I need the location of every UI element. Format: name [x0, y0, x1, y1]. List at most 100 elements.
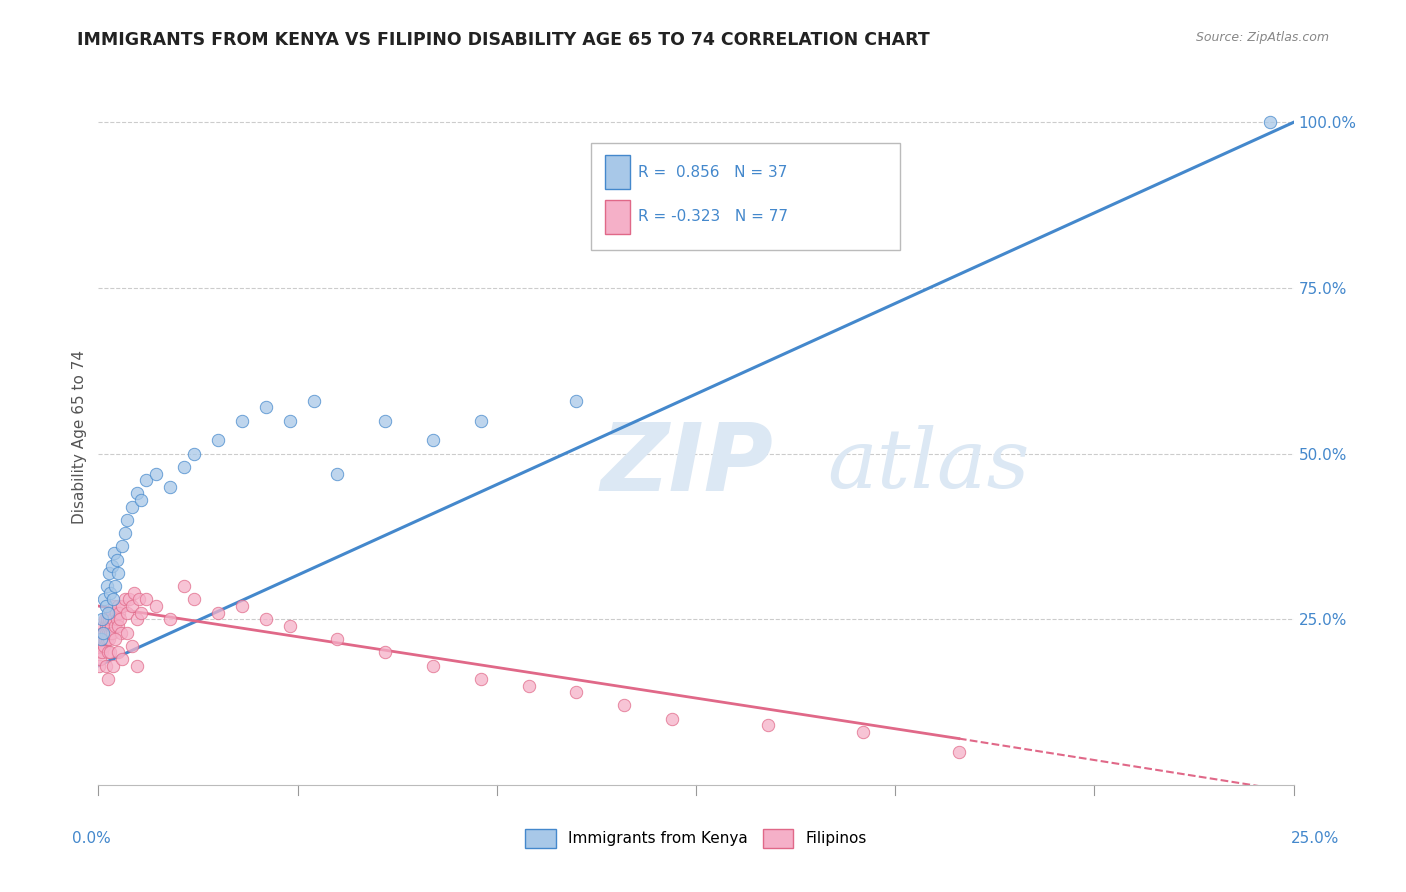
- Text: R = -0.323   N = 77: R = -0.323 N = 77: [638, 210, 789, 224]
- Point: [90, 632, 112, 647]
- Point: [145, 467, 167, 481]
- Point: [111, 652, 134, 666]
- Point: [422, 434, 444, 448]
- Point: [91, 625, 114, 640]
- Point: [852, 725, 875, 739]
- Point: [105, 552, 128, 566]
- Point: [97, 566, 120, 580]
- Point: [110, 612, 132, 626]
- Point: [101, 592, 124, 607]
- Point: [97, 625, 120, 640]
- Point: [173, 579, 195, 593]
- Point: [111, 540, 134, 554]
- Point: [254, 612, 277, 626]
- Point: [91, 645, 114, 659]
- Point: [96, 579, 118, 593]
- Point: [661, 712, 683, 726]
- Point: [90, 639, 112, 653]
- Point: [278, 619, 301, 633]
- Point: [183, 447, 205, 461]
- Text: ZIP: ZIP: [600, 419, 773, 511]
- Point: [115, 513, 138, 527]
- Point: [183, 592, 205, 607]
- Point: [374, 645, 396, 659]
- Point: [94, 619, 117, 633]
- Point: [107, 645, 129, 659]
- Point: [96, 645, 118, 659]
- Point: [121, 639, 143, 653]
- Point: [108, 606, 131, 620]
- Point: [103, 599, 125, 613]
- Point: [131, 493, 153, 508]
- Point: [422, 658, 444, 673]
- Point: [101, 625, 124, 640]
- Point: [135, 473, 157, 487]
- Point: [470, 672, 492, 686]
- Point: [89, 652, 111, 666]
- Point: [97, 619, 120, 633]
- Point: [145, 599, 167, 613]
- Point: [101, 658, 124, 673]
- Point: [93, 612, 115, 626]
- Point: [98, 625, 122, 640]
- Point: [101, 606, 124, 620]
- Point: [91, 632, 114, 647]
- Point: [103, 546, 125, 560]
- Point: [97, 606, 120, 620]
- Point: [374, 413, 396, 427]
- Text: Source: ZipAtlas.com: Source: ZipAtlas.com: [1195, 31, 1329, 45]
- Point: [613, 698, 636, 713]
- Point: [121, 500, 143, 514]
- Point: [101, 559, 124, 574]
- Point: [124, 586, 146, 600]
- Point: [107, 566, 129, 580]
- Point: [93, 639, 115, 653]
- Point: [326, 467, 349, 481]
- Point: [517, 679, 540, 693]
- Point: [135, 592, 157, 607]
- Point: [101, 612, 124, 626]
- Point: [93, 592, 115, 607]
- Point: [159, 612, 181, 626]
- Text: IMMIGRANTS FROM KENYA VS FILIPINO DISABILITY AGE 65 TO 74 CORRELATION CHART: IMMIGRANTS FROM KENYA VS FILIPINO DISABI…: [77, 31, 931, 49]
- Text: atlas: atlas: [827, 425, 1029, 505]
- Point: [90, 625, 112, 640]
- Point: [94, 658, 117, 673]
- Point: [115, 625, 138, 640]
- Point: [89, 645, 111, 659]
- Point: [125, 658, 148, 673]
- Point: [159, 480, 181, 494]
- Point: [278, 413, 301, 427]
- Point: [207, 606, 229, 620]
- Point: [756, 718, 779, 732]
- Point: [207, 434, 229, 448]
- Point: [89, 658, 111, 673]
- Point: [91, 612, 114, 626]
- Point: [104, 632, 127, 647]
- Point: [111, 599, 134, 613]
- Point: [1258, 115, 1281, 129]
- Point: [470, 413, 492, 427]
- Point: [97, 672, 120, 686]
- Point: [100, 612, 122, 626]
- Point: [121, 599, 143, 613]
- Point: [94, 599, 117, 613]
- Point: [131, 606, 153, 620]
- Point: [104, 606, 127, 620]
- Point: [90, 632, 112, 647]
- Point: [125, 486, 148, 500]
- Text: 25.0%: 25.0%: [1291, 831, 1339, 846]
- Point: [100, 619, 122, 633]
- Point: [565, 685, 588, 699]
- Point: [118, 592, 141, 607]
- Point: [98, 632, 121, 647]
- Point: [326, 632, 349, 647]
- Point: [254, 401, 277, 415]
- Point: [107, 619, 129, 633]
- Text: 0.0%: 0.0%: [72, 831, 111, 846]
- Point: [98, 645, 122, 659]
- Point: [98, 586, 122, 600]
- Point: [98, 606, 121, 620]
- Point: [104, 619, 127, 633]
- Text: R =  0.856   N = 37: R = 0.856 N = 37: [638, 165, 787, 179]
